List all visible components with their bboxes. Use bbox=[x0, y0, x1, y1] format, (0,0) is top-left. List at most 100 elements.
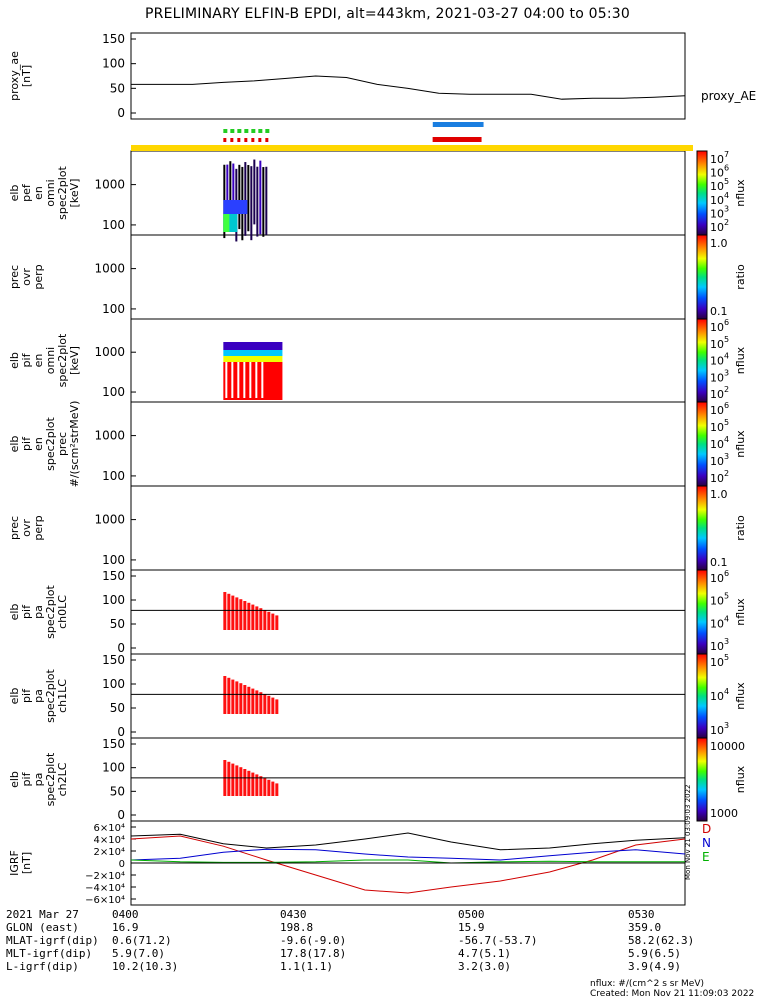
footer-value: 0500 bbox=[458, 908, 485, 921]
panel-frame-elb_pif bbox=[131, 319, 685, 402]
pitch-angle-bar bbox=[243, 769, 246, 796]
colorbar-tick-exponent: 6 bbox=[724, 164, 729, 173]
y-tick-label: 100 bbox=[102, 57, 125, 71]
spectrogram-stripe bbox=[259, 161, 261, 235]
colorbar-tick: 10 bbox=[710, 690, 724, 703]
igrf-stamp: Mon Nov 21 03:09:03 2022 bbox=[684, 785, 692, 880]
colorbar-tick: 10 bbox=[710, 472, 724, 485]
panel-frame-ae bbox=[131, 33, 685, 119]
spectrogram-gap bbox=[231, 362, 233, 398]
spectrogram-gap bbox=[225, 362, 227, 398]
colorbar-tick: 10 bbox=[710, 572, 724, 585]
colorbar-tick-exponent: 5 bbox=[724, 418, 729, 427]
axis-label-pa0: ch0LC bbox=[56, 595, 69, 629]
colorbar-tick: 10 bbox=[710, 180, 724, 193]
colorbar-tick: 10 bbox=[710, 595, 724, 608]
y-tick-label: 50 bbox=[110, 784, 125, 798]
spectrogram-gap bbox=[237, 362, 239, 398]
pitch-angle-bar bbox=[235, 681, 238, 714]
footer-value: 5.9(7.0) bbox=[112, 947, 165, 960]
pitch-angle-bar bbox=[267, 696, 270, 714]
igrf-line-D bbox=[131, 836, 685, 893]
colorbar-tick: 1.0 bbox=[710, 237, 728, 250]
colorbar-tick: 10 bbox=[710, 221, 724, 234]
colorbar-tick-exponent: 2 bbox=[724, 385, 729, 394]
colorbar-tick-exponent: 3 bbox=[724, 721, 729, 730]
pitch-angle-bar bbox=[267, 612, 270, 630]
colorbar-tick: 10 bbox=[710, 421, 724, 434]
colorbar-tick: 10 bbox=[710, 153, 724, 166]
y-tick-label: −4×10⁴ bbox=[85, 883, 125, 894]
spectrogram-stripe bbox=[265, 167, 267, 235]
colorbar-tick-exponent: 3 bbox=[724, 204, 729, 213]
y-tick-label: 100 bbox=[102, 593, 125, 607]
spectrogram-stripe bbox=[244, 162, 246, 236]
pitch-angle-bar bbox=[267, 780, 270, 796]
green-zone-marker bbox=[244, 129, 248, 133]
pitch-angle-bar bbox=[263, 610, 266, 630]
pitch-angle-bar bbox=[231, 680, 234, 714]
colorbar bbox=[697, 151, 707, 235]
pitch-angle-bar bbox=[235, 597, 238, 630]
spectrogram-gap bbox=[249, 362, 251, 398]
colorbar-tick-exponent: 6 bbox=[724, 318, 729, 327]
spectrogram-stripe bbox=[247, 165, 249, 231]
colorbar-label: nflux bbox=[734, 430, 747, 458]
y-tick-label: 100 bbox=[102, 302, 125, 316]
pitch-angle-bar bbox=[251, 773, 254, 796]
axis-label-elb_pef: [keV] bbox=[68, 179, 81, 208]
y-tick-label: 100 bbox=[102, 761, 125, 775]
y-tick-label: 150 bbox=[102, 737, 125, 751]
colorbar-tick-exponent: 3 bbox=[724, 637, 729, 646]
igrf-line-total bbox=[131, 833, 685, 850]
pitch-angle-bar bbox=[259, 608, 262, 630]
pitch-angle-bar bbox=[271, 782, 274, 796]
pitch-angle-bar bbox=[235, 765, 238, 796]
pitch-angle-bar bbox=[227, 678, 230, 714]
panel-frame-pa0 bbox=[131, 570, 685, 654]
spectrogram-block bbox=[223, 200, 247, 214]
footer-row-label: L-igrf(dip) bbox=[6, 960, 79, 973]
pitch-angle-bar bbox=[239, 599, 242, 630]
y-tick-label: 2×10⁴ bbox=[94, 847, 125, 858]
y-tick-label: 50 bbox=[110, 81, 125, 95]
red-zone-marker bbox=[258, 138, 261, 142]
colorbar-tick: 1.0 bbox=[710, 488, 728, 501]
green-zone-marker bbox=[265, 129, 269, 133]
colorbar bbox=[697, 738, 707, 821]
colorbar-label: nflux bbox=[734, 598, 747, 626]
colorbar-tick-exponent: 4 bbox=[724, 687, 729, 696]
pitch-angle-bar bbox=[247, 603, 250, 630]
igrf-legend-E: E bbox=[702, 850, 710, 864]
footer-value: 3.2(3.0) bbox=[458, 960, 511, 973]
pitch-angle-bar bbox=[227, 762, 230, 796]
colorbar-tick: 10 bbox=[710, 388, 724, 401]
red-zone-marker bbox=[230, 138, 233, 142]
axis-label-prec_ovr_perp_1: perp bbox=[32, 264, 45, 289]
colorbar-label: nflux bbox=[734, 179, 747, 207]
spectrogram-stripe bbox=[253, 160, 255, 225]
pitch-angle-bar bbox=[275, 783, 278, 796]
panel-frame-elb_pef bbox=[131, 151, 685, 235]
colorbar-tick-exponent: 3 bbox=[724, 368, 729, 377]
axis-label-ae: [nT] bbox=[20, 65, 33, 87]
spectrogram-stripe bbox=[238, 165, 240, 229]
red-zone-marker bbox=[265, 138, 268, 142]
pitch-angle-bar bbox=[223, 676, 226, 714]
footer-value: 10.2(10.3) bbox=[112, 960, 178, 973]
colorbar-tick-exponent: 4 bbox=[724, 435, 729, 444]
green-zone-marker bbox=[230, 129, 234, 133]
colorbar-tick-exponent: 6 bbox=[724, 569, 729, 578]
series-label-proxy-ae: proxy_AE bbox=[701, 89, 756, 103]
colorbar-label: ratio bbox=[734, 264, 747, 290]
spectrogram-block bbox=[223, 342, 282, 350]
colorbar-tick: 10000 bbox=[710, 740, 745, 753]
colorbar-tick: 10 bbox=[710, 371, 724, 384]
y-tick-label: 1000 bbox=[94, 178, 125, 192]
blue-zone-bar bbox=[433, 122, 484, 127]
y-tick-label: 100 bbox=[102, 677, 125, 691]
footer-value: 4.7(5.1) bbox=[458, 947, 511, 960]
pitch-angle-bar bbox=[231, 764, 234, 796]
footer-value: 359.0 bbox=[628, 921, 661, 934]
spectrogram-gap bbox=[261, 362, 263, 398]
